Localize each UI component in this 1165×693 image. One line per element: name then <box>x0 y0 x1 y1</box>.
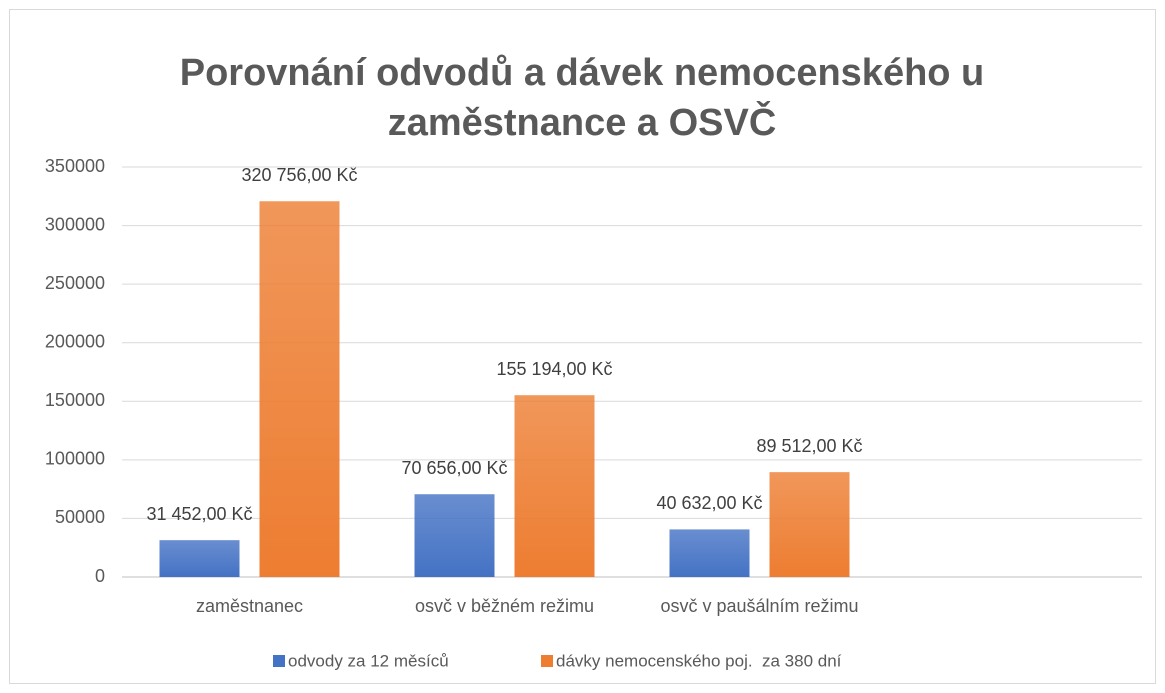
bar <box>159 540 240 577</box>
y-tick-label: 0 <box>95 566 105 586</box>
y-tick-label: 200000 <box>45 331 105 351</box>
bar <box>414 494 495 577</box>
y-tick-label: 300000 <box>45 214 105 234</box>
y-tick-label: 100000 <box>45 449 105 469</box>
y-tick-label: 150000 <box>45 390 105 410</box>
legend-label: odvody za 12 měsíců <box>288 651 449 670</box>
legend-label: dávky nemocenského poj. za 380 dní <box>556 651 842 670</box>
bar <box>669 529 750 577</box>
y-tick-label: 350000 <box>45 156 105 176</box>
legend-swatch <box>541 655 553 667</box>
y-tick-label: 250000 <box>45 273 105 293</box>
bar <box>769 472 850 577</box>
value-label: 40 632,00 Kč <box>656 493 762 513</box>
value-label: 89 512,00 Kč <box>756 436 862 456</box>
value-label: 320 756,00 Kč <box>241 165 357 185</box>
value-label: 31 452,00 Kč <box>146 504 252 524</box>
legend-swatch <box>273 655 285 667</box>
value-label: 155 194,00 Kč <box>496 359 612 379</box>
bar <box>259 201 340 577</box>
x-tick-label: osvč v běžném režimu <box>415 596 594 616</box>
x-tick-label: osvč v paušálním režimu <box>660 596 858 616</box>
chart-title: zaměstnance a OSVČ <box>388 99 777 144</box>
x-tick-label: zaměstnanec <box>196 596 303 616</box>
bar <box>514 395 595 577</box>
y-tick-label: 50000 <box>55 507 105 527</box>
chart-title: Porovnání odvodů a dávek nemocenského u <box>180 52 985 94</box>
value-label: 70 656,00 Kč <box>401 458 507 478</box>
